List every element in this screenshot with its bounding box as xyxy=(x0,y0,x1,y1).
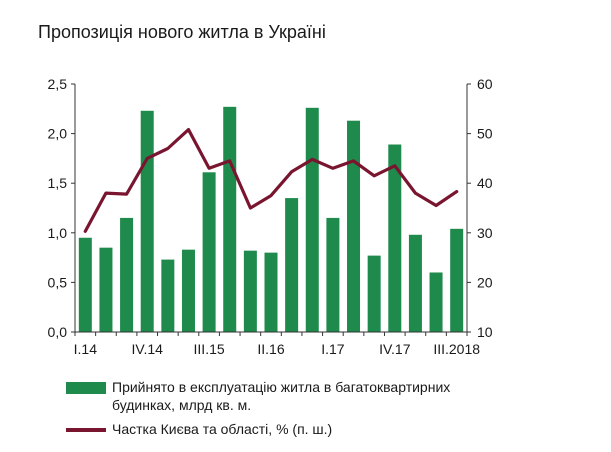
legend-item-bars: Прийнято в експлуатацію житла в багатокв… xyxy=(66,378,586,414)
bar-III.16 xyxy=(285,198,299,332)
bar-I.18 xyxy=(408,234,422,332)
left-tick-label: 1,0 xyxy=(48,225,68,241)
bar-III.14 xyxy=(120,217,134,332)
bar-legend-label-line2: будинках, млрд кв. м. xyxy=(112,397,252,413)
x-tick-label: I.17 xyxy=(321,341,345,357)
bar-I.17 xyxy=(326,217,340,332)
bar-I.14 xyxy=(78,237,92,332)
combo-chart: 0,0 0,5 1,0 1,5 2,0 2,5 10 20 30 40 50 60 I.14 IV.14 I… xyxy=(48,76,493,357)
x-tick-label: IV.17 xyxy=(379,341,411,357)
right-tick-label: 10 xyxy=(477,324,493,340)
chart-title: Пропозиція нового житла в Україні xyxy=(38,22,326,42)
right-tick-label: 20 xyxy=(477,274,493,290)
left-tick-label: 0,5 xyxy=(48,274,68,290)
left-tick-label: 0,0 xyxy=(48,324,68,340)
bar-I.16 xyxy=(243,250,257,332)
bar-II.15 xyxy=(181,249,195,332)
left-tick-label: 2,0 xyxy=(48,126,68,142)
x-tick-label: II.16 xyxy=(257,341,284,357)
left-tick-label: 1,5 xyxy=(48,175,68,191)
x-tick-label: III.2018 xyxy=(433,341,480,357)
kyiv-share-line xyxy=(83,128,459,233)
bar-III.2018 xyxy=(450,228,464,332)
line-series xyxy=(83,128,459,233)
left-tick-label: 2,5 xyxy=(48,76,68,92)
bar-legend-label: Прийнято в експлуатацію житла в багатокв… xyxy=(112,378,450,414)
right-tick-label: 40 xyxy=(477,175,493,191)
line-legend-label: Частка Києва та області, % (п. ш.) xyxy=(112,421,333,437)
right-tick-label: 50 xyxy=(477,126,493,142)
x-tick-label: I.14 xyxy=(74,341,98,357)
x-tick-label: IV.14 xyxy=(132,341,164,357)
legend-item-line: Частка Києва та області, % (п. ш.) xyxy=(66,420,586,438)
legend: Прийнято в експлуатацію житла в багатокв… xyxy=(66,378,586,444)
bar-legend-swatch xyxy=(66,382,106,394)
bar-IV.17 xyxy=(388,144,402,332)
bar-IV.14 xyxy=(140,110,154,332)
bar-I.15 xyxy=(161,259,175,332)
bar-II.16 xyxy=(264,252,278,332)
bar-series xyxy=(78,106,464,332)
right-tick-label: 30 xyxy=(477,225,493,241)
right-tick-label: 60 xyxy=(477,76,493,92)
axes: 0,0 0,5 1,0 1,5 2,0 2,5 10 20 30 40 50 60 I.14 IV.14 I… xyxy=(48,76,493,357)
bar-III.17 xyxy=(367,255,381,332)
bar-legend-label-line1: Прийнято в експлуатацію житла в багатокв… xyxy=(112,379,451,395)
bar-IV.15 xyxy=(223,106,237,332)
bar-II.17 xyxy=(347,120,361,332)
line-legend-swatch xyxy=(66,428,106,432)
x-tick-label: III.15 xyxy=(194,341,225,357)
bar-III.15 xyxy=(202,172,216,332)
bar-IV.16 xyxy=(305,107,319,332)
bar-II.14 xyxy=(99,247,113,332)
bar-II.18 xyxy=(429,272,443,332)
